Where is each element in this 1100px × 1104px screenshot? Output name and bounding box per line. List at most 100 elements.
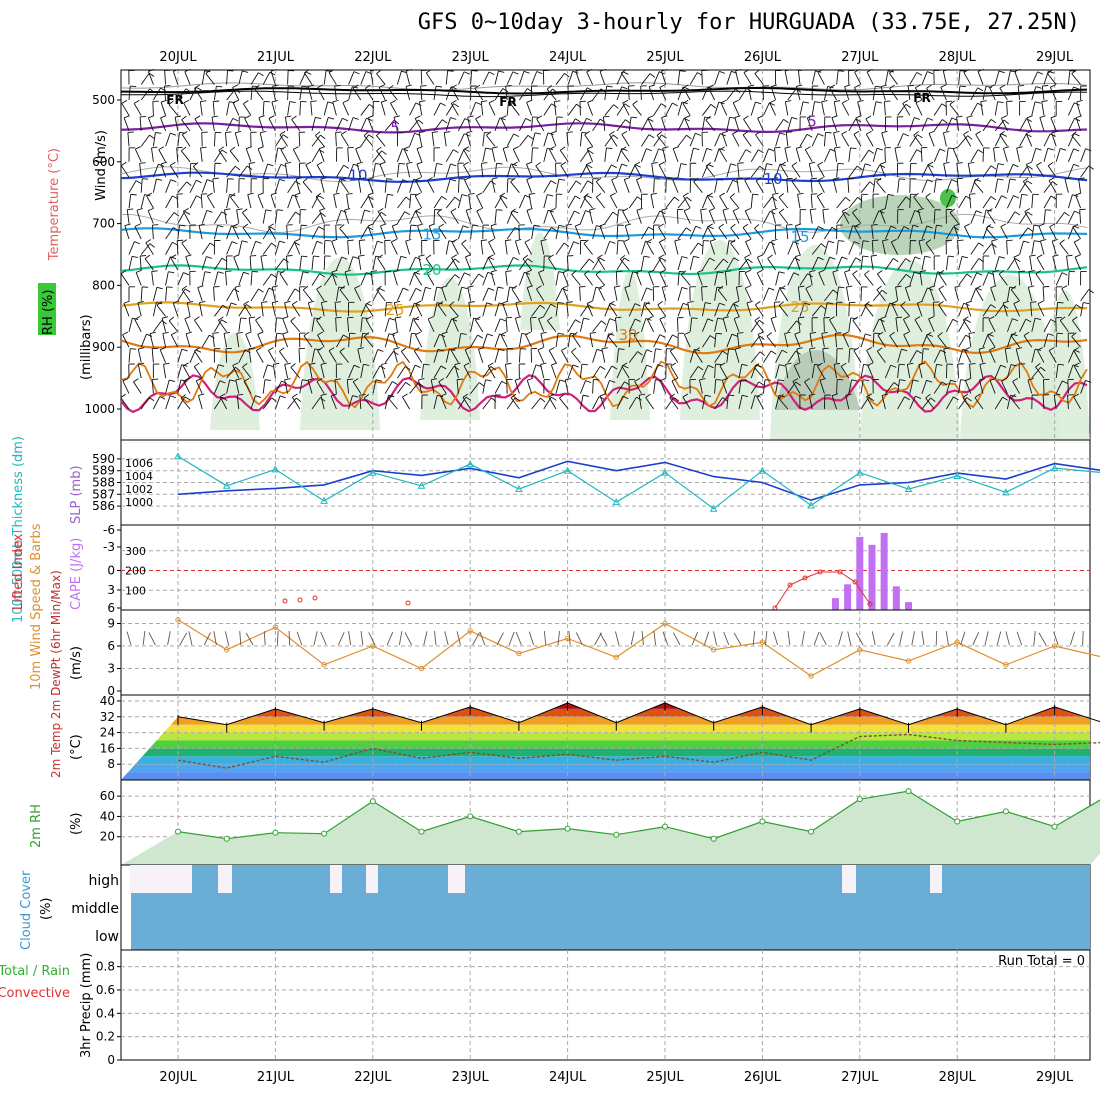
wind-barb-flag <box>313 256 319 257</box>
wind-barb-flag <box>335 302 341 303</box>
surface-wind-barb <box>936 631 937 645</box>
date-tick-label: 29JUL <box>1036 50 1074 65</box>
y-tick-label: 700 <box>92 217 115 231</box>
y-tick-label: 6 <box>107 639 115 653</box>
rh-point <box>760 819 765 824</box>
rh-point <box>176 829 181 834</box>
wind-barb-flag <box>725 271 731 272</box>
rh-point <box>565 826 570 831</box>
cape-tick-label: 200 <box>125 565 146 578</box>
wind-barb-flag <box>567 132 573 133</box>
y-tick-label: 24 <box>100 726 115 740</box>
rh-point <box>370 799 375 804</box>
y-tick-label: 0.4 <box>96 1006 115 1020</box>
temp-band <box>121 740 1090 748</box>
date-tick-label: 25JUL <box>646 50 684 65</box>
wind-barb-flag <box>786 225 792 226</box>
wind-barb-flag <box>716 333 722 334</box>
contour-label: 5 <box>390 119 400 137</box>
precip-convective-label: Convective <box>0 986 70 1001</box>
date-tick-label: 28JUL <box>939 1070 977 1085</box>
wind-barb-flag <box>786 132 792 133</box>
cloud-gap-high <box>366 865 378 893</box>
wind-barb-flag <box>774 302 780 303</box>
contour-label: 15 <box>790 228 809 246</box>
wind-barb-flag <box>1031 302 1037 303</box>
wind-barb-flag <box>753 194 759 195</box>
wind-barb-flag <box>152 379 158 380</box>
cloud-level-label: low <box>95 929 119 945</box>
cloud-units: (%) <box>39 898 54 921</box>
wind-barb <box>1043 380 1044 394</box>
wind-barb-flag <box>386 179 392 180</box>
wind-barb-flag <box>411 225 417 226</box>
wind-barb <box>239 117 240 131</box>
wind-barb-flag <box>130 86 136 87</box>
wind-barb <box>385 241 386 255</box>
wind-barb-flag <box>301 225 307 226</box>
wind-barb-flag <box>213 101 219 102</box>
wind-barb <box>288 86 289 100</box>
rh-point <box>663 824 668 829</box>
wind-barb <box>458 163 459 177</box>
wind-barb-flag <box>738 163 744 164</box>
upper-ylabel-wind: Wind (m/s) <box>94 130 109 201</box>
rh-point <box>419 829 424 834</box>
wind-barb <box>946 364 947 378</box>
wind-barb <box>288 71 289 85</box>
cloud-gap-high <box>330 865 342 893</box>
contour-label: FR <box>499 95 516 109</box>
chart-title: GFS 0~10day 3-hourly for HURGUADA (33.75… <box>418 10 1080 35</box>
wind-barb <box>824 318 825 332</box>
contour-label: 5 <box>807 113 817 131</box>
rh-point <box>224 836 229 841</box>
slp-tick-label: 1006 <box>125 457 153 470</box>
cloud-level-label: high <box>88 873 119 889</box>
contour-label: 15 <box>422 226 441 244</box>
y-tick-label: 40 <box>100 809 115 823</box>
wind-barb-flag <box>164 86 170 87</box>
cloud-gap-high <box>218 865 232 893</box>
date-tick-label: 29JUL <box>1036 1070 1074 1085</box>
precip-total-rain-label: Total / Rain <box>0 964 70 979</box>
y-tick-label: 32 <box>100 710 115 724</box>
wind-barb-flag <box>347 379 353 380</box>
date-tick-label: 22JUL <box>354 1070 392 1085</box>
cape-ylabel: CAPE (J/kg) <box>69 538 84 610</box>
wind-barb <box>702 71 703 85</box>
wind-barb-flag <box>496 210 502 211</box>
wind-barb <box>910 241 911 255</box>
y-tick-label: 590 <box>92 452 115 466</box>
precip-axis: 00.20.40.60.8 <box>96 960 121 1067</box>
wind-barb <box>177 241 178 255</box>
date-tick-label: 24JUL <box>549 1070 587 1085</box>
wind-barb-flag <box>152 348 158 349</box>
wind-barb-flag <box>362 318 368 319</box>
y-tick-label: 0.8 <box>96 960 115 974</box>
rh-point <box>711 836 716 841</box>
y-tick-label: 9 <box>107 617 115 631</box>
date-tick-label: 26JUL <box>744 1070 782 1085</box>
contour-label: 10 <box>763 170 782 188</box>
rh-point <box>809 829 814 834</box>
cloud-level-label: middle <box>71 901 119 917</box>
temp-band <box>121 756 1090 764</box>
date-tick-label: 20JUL <box>159 50 197 65</box>
y-tick-label: 3 <box>107 662 115 676</box>
cape-bar <box>844 584 851 610</box>
cape-bar <box>881 533 888 610</box>
y-tick-label: 900 <box>92 340 115 354</box>
date-tick-label: 24JUL <box>549 50 587 65</box>
cloud-levels: high middle low <box>71 873 119 945</box>
contour-label: 25 <box>790 298 809 316</box>
y-tick-label: 0 <box>107 564 115 578</box>
rh-point <box>468 814 473 819</box>
temp-band <box>121 764 1090 772</box>
wind-barb-flag <box>603 116 609 117</box>
